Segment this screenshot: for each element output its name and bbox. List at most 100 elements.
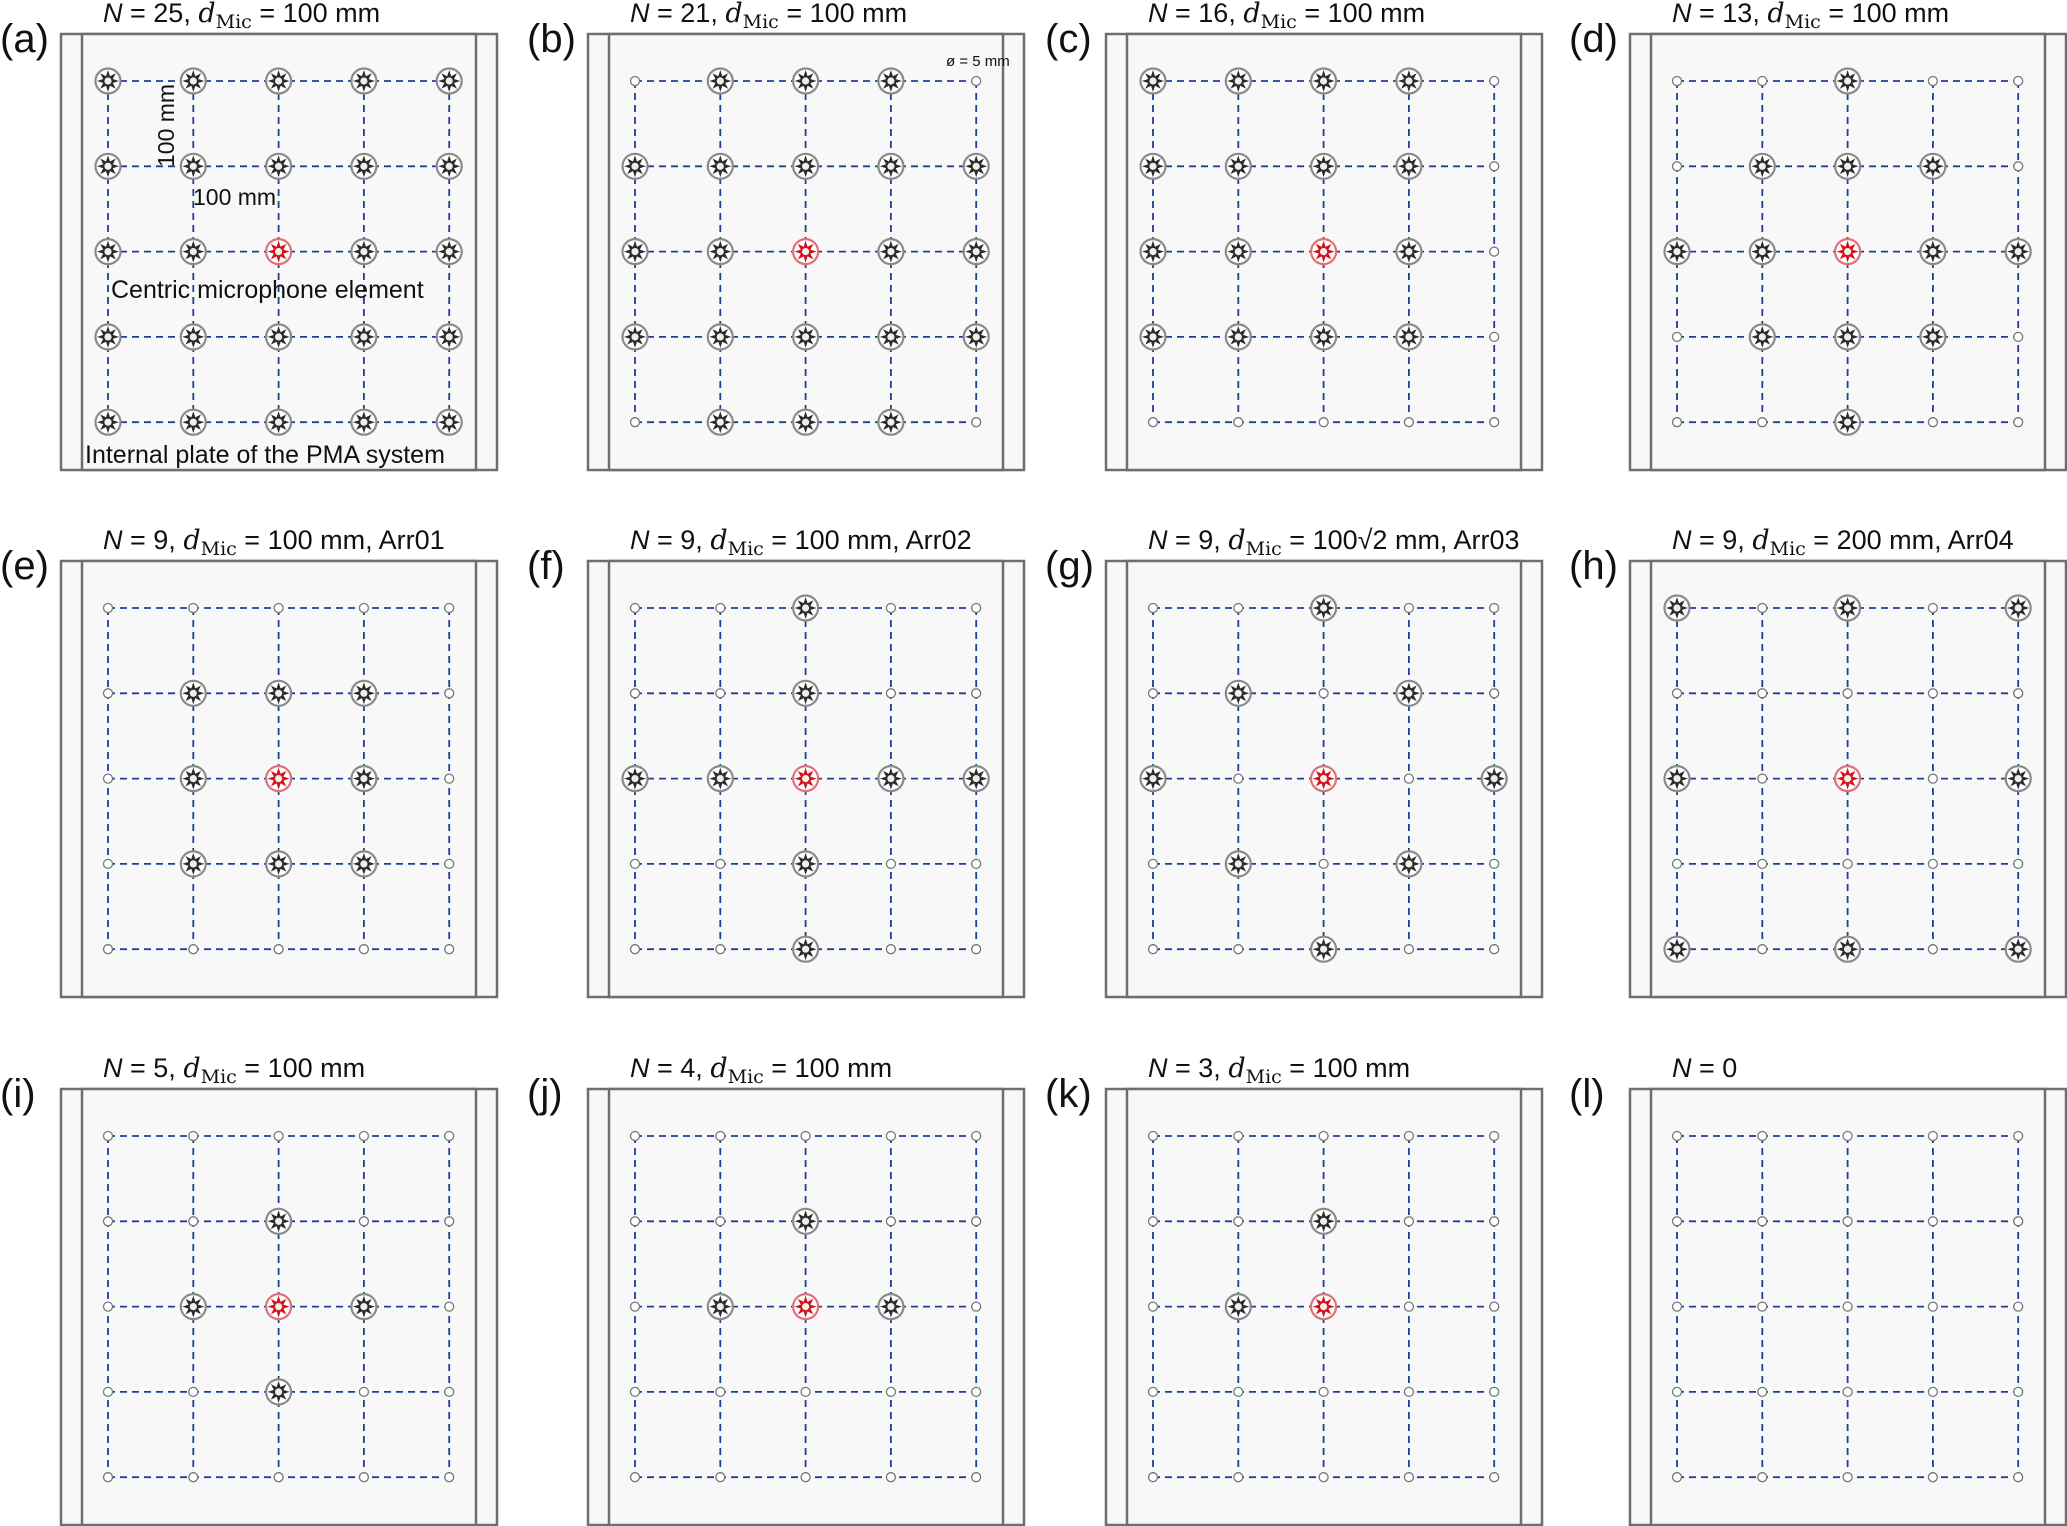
empty-hole-icon <box>1927 1301 1939 1312</box>
empty-hole-icon <box>2013 75 2024 87</box>
empty-hole-icon <box>1757 1386 1768 1398</box>
empty-hole-icon <box>971 1386 982 1398</box>
microphone-icon <box>1919 238 1947 266</box>
panel-a: (a) N = 25, dMic = 100 mm 100 mm 100 mm Cent… <box>0 0 499 472</box>
symbol-n: N <box>630 525 650 555</box>
panel-j: (j) N = 4, dMic = 100 mm <box>527 1053 1026 1526</box>
empty-hole-icon <box>885 688 897 699</box>
spacing-value: = 100 mm <box>237 1053 365 1083</box>
empty-hole-icon <box>444 1386 455 1398</box>
symbol-n: N <box>630 1053 650 1083</box>
array-count: = 0 <box>1692 1053 1738 1083</box>
microphone-icon <box>1139 323 1167 351</box>
array-count: = 9 <box>1168 525 1214 555</box>
empty-hole-icon <box>885 602 897 614</box>
empty-hole-icon <box>358 1216 370 1227</box>
empty-hole-icon <box>885 1130 897 1142</box>
spacing-value: = 100 mm <box>1297 0 1425 28</box>
empty-hole-icon <box>1671 1301 1683 1312</box>
microphone-icon <box>1833 594 1862 622</box>
panel-label: (d) <box>1569 17 1618 61</box>
empty-hole-icon <box>629 1130 641 1142</box>
empty-hole-icon <box>444 1301 455 1312</box>
panel-title: N = 25, dMic = 100 mm <box>103 0 380 33</box>
empty-hole-icon <box>1147 1216 1159 1227</box>
separator: , <box>1752 0 1767 28</box>
empty-hole-icon <box>971 1301 982 1312</box>
symbol-subscript: Mic <box>1246 1066 1282 1088</box>
panel-c: (c) N = 16, dMic = 100 mm <box>1045 0 1544 472</box>
panel-e: (e) N = 9, dMic = 100 mm, Arr01 <box>0 525 499 999</box>
microphone-icon <box>350 323 378 351</box>
empty-hole-icon <box>1318 1130 1329 1142</box>
symbol-d: d <box>1752 525 1769 556</box>
microphone-icon <box>1224 850 1252 878</box>
microphone-icon <box>791 408 820 436</box>
spacing-value: = 100 mm <box>252 0 380 28</box>
empty-hole-icon <box>629 1216 641 1227</box>
empty-hole-icon <box>358 1386 370 1398</box>
spacing-value: = 100√2 mm, Arr03 <box>1282 525 1520 555</box>
empty-hole-icon <box>1927 1472 1939 1483</box>
empty-hole-icon <box>1842 1216 1853 1227</box>
empty-hole-icon <box>1403 417 1415 428</box>
empty-hole-icon <box>273 1472 284 1483</box>
panel-title: N = 9, dMic = 100 mm, Arr02 <box>630 525 972 560</box>
separator: , <box>1213 525 1228 555</box>
microphone-icon <box>350 152 378 180</box>
microphone-icon <box>94 323 122 351</box>
symbol-d: d <box>183 525 200 556</box>
microphone-icon <box>791 850 820 878</box>
separator: , <box>695 1053 710 1083</box>
empty-hole-icon <box>1489 688 1500 699</box>
microphone-icon <box>1309 935 1338 963</box>
panel-title: N = 16, dMic = 100 mm <box>1148 0 1425 33</box>
empty-hole-icon <box>273 944 284 955</box>
microphone-icon <box>435 323 463 351</box>
microphone-icon <box>1224 1292 1252 1321</box>
empty-hole-icon <box>1842 1472 1853 1483</box>
symbol-n: N <box>1672 525 1692 555</box>
empty-hole-icon <box>1842 1130 1853 1142</box>
microphone-icon <box>2004 935 2032 963</box>
empty-hole-icon <box>444 1130 455 1142</box>
empty-hole-icon <box>102 688 114 699</box>
empty-hole-icon <box>1147 1301 1159 1312</box>
empty-hole-icon <box>971 602 982 614</box>
empty-hole-icon <box>2013 688 2024 699</box>
empty-hole-icon <box>971 858 982 870</box>
microphone-icon <box>1748 323 1776 351</box>
microphone-icon <box>179 679 207 707</box>
empty-hole-icon <box>1842 1386 1853 1398</box>
empty-hole-icon <box>1927 75 1939 87</box>
empty-hole-icon <box>715 1472 726 1483</box>
microphone-icon <box>791 323 820 351</box>
symbol-n: N <box>630 0 650 28</box>
microphone-icon <box>1663 594 1691 622</box>
array-count: = 9 <box>123 525 169 555</box>
symbol-subscript: Mic <box>1770 538 1806 560</box>
separator: , <box>183 0 198 28</box>
panel-h: (h) N = 9, dMic = 200 mm, Arr04 <box>1569 525 2067 999</box>
microphone-icon <box>435 408 463 436</box>
empty-hole-icon <box>1147 1472 1159 1483</box>
centric-microphone-label: Centric microphone element <box>111 276 424 304</box>
empty-hole-icon <box>715 1386 726 1398</box>
microphone-icon <box>179 323 207 351</box>
empty-hole-icon <box>1927 858 1939 870</box>
empty-hole-icon <box>102 858 114 870</box>
microphone-icon <box>179 408 207 436</box>
microphone-icon <box>1309 594 1338 622</box>
internal-plate-label: Internal plate of the PMA system <box>85 441 445 469</box>
symbol-n: N <box>1148 0 1168 28</box>
microphone-icon <box>1395 323 1423 351</box>
empty-hole-icon <box>358 602 370 614</box>
empty-hole-icon <box>1233 773 1244 784</box>
centric-microphone-icon <box>791 1292 820 1321</box>
microphone-icon <box>706 408 734 436</box>
empty-hole-icon <box>1233 1472 1244 1483</box>
microphone-icon <box>706 238 734 266</box>
microphone-icon <box>791 679 820 707</box>
empty-hole-icon <box>971 417 982 428</box>
empty-hole-icon <box>444 858 455 870</box>
